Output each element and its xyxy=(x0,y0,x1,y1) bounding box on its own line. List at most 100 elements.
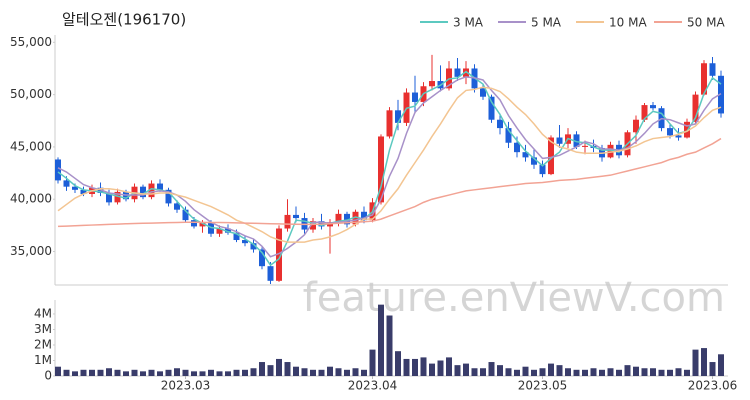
candle-body xyxy=(182,209,189,221)
y-tick-label: 45,000 xyxy=(10,139,52,153)
legend-label: 50 MA xyxy=(687,16,725,30)
volume-bar xyxy=(284,362,291,376)
y-tick-label: 4M xyxy=(34,306,52,320)
candle-body xyxy=(199,222,206,227)
volume-bar xyxy=(369,349,376,376)
volume-bar xyxy=(497,365,503,376)
x-tick-label: 2023.03 xyxy=(161,379,211,393)
volume-bar xyxy=(718,354,724,376)
candle-body xyxy=(684,121,690,138)
volume-bar xyxy=(140,371,146,376)
ma-line xyxy=(57,70,722,267)
volume-bar xyxy=(276,358,282,376)
volume-bar xyxy=(684,369,690,376)
volume-bar xyxy=(250,368,257,376)
volume-bar xyxy=(327,366,333,376)
candle-body xyxy=(293,214,299,219)
volume-bar xyxy=(505,368,512,376)
volume-bar xyxy=(165,369,172,376)
ma-line xyxy=(57,86,722,243)
volume-bar xyxy=(437,360,444,376)
candle-body xyxy=(284,214,291,229)
y-tick-label: 1M xyxy=(34,353,52,367)
volume-bar xyxy=(522,366,529,376)
volume-bar xyxy=(148,369,155,376)
volume-bar xyxy=(131,369,138,376)
volume-bar xyxy=(216,371,223,376)
volume-bar xyxy=(123,371,129,376)
candle-body xyxy=(573,134,580,147)
volume-bar xyxy=(225,371,231,376)
y-tick-label: 40,000 xyxy=(10,192,52,206)
volume-bar xyxy=(573,369,580,376)
candle-body xyxy=(361,211,367,221)
y-tick-label: 35,000 xyxy=(10,244,52,258)
volume-bar xyxy=(463,363,469,376)
volume-bar xyxy=(395,351,401,376)
volume-bar xyxy=(403,358,410,376)
candle-body xyxy=(191,220,197,227)
y-tick-label: 3M xyxy=(34,322,52,336)
candle-body xyxy=(106,192,112,203)
ma-line xyxy=(57,137,722,228)
volume-bar xyxy=(208,369,214,376)
volume-bar xyxy=(174,368,180,376)
volume-bar xyxy=(335,368,342,376)
candle-body xyxy=(395,110,401,123)
volume-bar xyxy=(701,348,707,376)
volume-bar xyxy=(344,369,350,376)
volume-bar xyxy=(454,365,461,376)
volume-bar xyxy=(650,368,656,376)
volume-bar xyxy=(531,369,537,376)
volume-bar xyxy=(582,369,588,376)
volume-bar xyxy=(259,362,265,376)
volume-bar xyxy=(352,368,359,376)
candle-body xyxy=(276,228,282,281)
candle-body xyxy=(63,180,70,187)
candle-body xyxy=(539,164,546,175)
candle-body xyxy=(633,119,639,133)
volume-bar xyxy=(199,371,206,376)
candle-body xyxy=(80,189,87,194)
volume-bar xyxy=(675,368,682,376)
candle-body xyxy=(454,68,461,77)
candle-body xyxy=(607,144,614,158)
candle-body xyxy=(412,92,418,102)
candle-body xyxy=(55,159,61,181)
candle-body xyxy=(225,228,231,233)
x-tick-label: 2023.06 xyxy=(688,379,738,393)
candle-body xyxy=(72,186,78,190)
volume-bar xyxy=(514,369,520,376)
candle-body xyxy=(709,63,716,76)
candle-body xyxy=(114,191,121,203)
legend-label: 10 MA xyxy=(609,16,647,30)
volume-bar xyxy=(446,357,452,376)
candle-body xyxy=(344,213,350,225)
candle-body xyxy=(480,88,486,97)
volume-bar xyxy=(471,368,478,376)
volume-bar xyxy=(63,369,70,376)
candle-body xyxy=(718,75,724,114)
volume-bar xyxy=(182,369,189,376)
y-tick-label: 2M xyxy=(34,337,52,351)
candle-body xyxy=(675,135,682,138)
candle-body xyxy=(505,128,512,143)
volume-bar xyxy=(599,369,605,376)
volume-bar xyxy=(429,363,435,376)
volume-bar xyxy=(72,371,78,376)
volume-bar xyxy=(658,369,665,376)
volume-bar xyxy=(420,357,427,376)
x-tick-label: 2023.04 xyxy=(348,379,398,393)
candle-body xyxy=(650,105,656,109)
candle-body xyxy=(497,119,503,129)
volume-bar xyxy=(114,369,121,376)
volume-bar xyxy=(616,369,622,376)
volume-bar xyxy=(318,369,325,376)
volume-bar xyxy=(488,362,495,376)
candle-body xyxy=(463,68,469,77)
volume-bar xyxy=(97,369,104,376)
candle-body xyxy=(488,96,495,120)
candle-body xyxy=(250,243,257,250)
volume-bar xyxy=(607,368,614,376)
